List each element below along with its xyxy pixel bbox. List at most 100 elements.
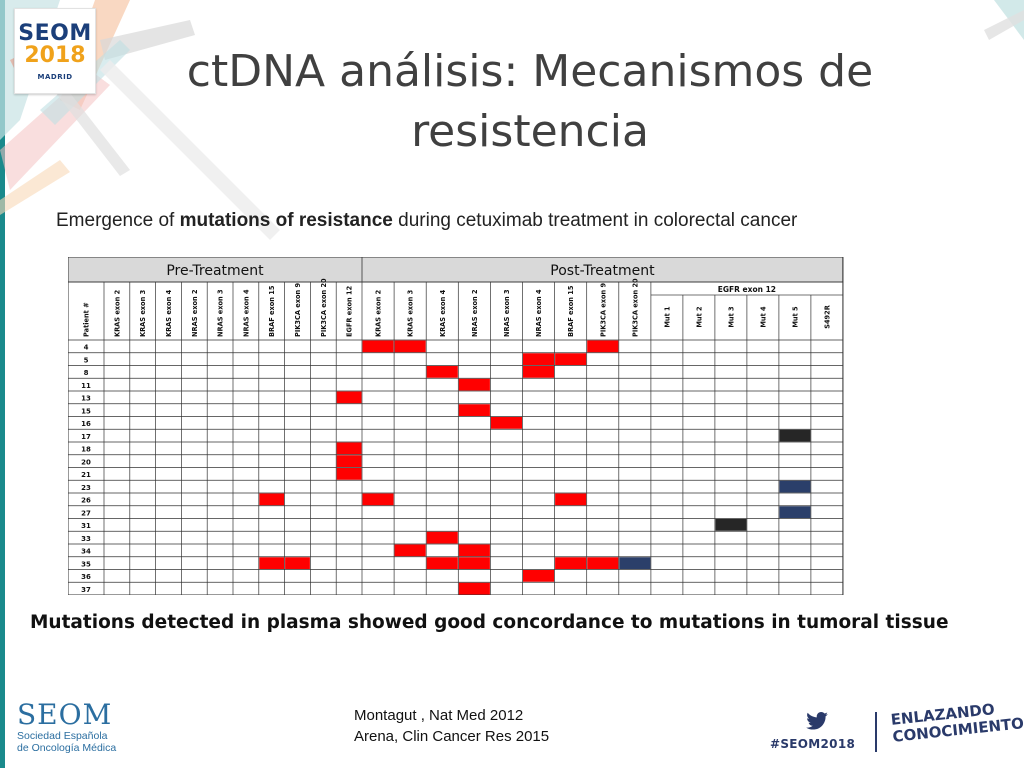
logo-seom-text: SEOM: [18, 21, 92, 46]
mutation-cell: [285, 557, 310, 569]
patient-id: 31: [81, 522, 91, 530]
reference-2: Arena, Clin Cancer Res 2015: [354, 728, 550, 745]
mutation-cell: [458, 404, 490, 416]
logo-city-text: MADRID: [37, 73, 73, 81]
seom-footer-line-1: Sociedad Española: [17, 730, 108, 742]
mutation-table: Pre-Treatment Post-Treatment EGFR exon 12 P…: [68, 257, 844, 595]
logo-year-text: 2018: [24, 43, 86, 68]
mutation-cell: [259, 493, 285, 506]
patient-id: 37: [81, 586, 91, 594]
mutation-cell: [587, 557, 619, 569]
patient-id: 11: [81, 382, 91, 390]
mutation-cell: [523, 570, 555, 582]
seom-2018-logo: SEOM 2018 MADRID: [14, 8, 96, 94]
mutation-cell: [715, 519, 747, 531]
column-header: KRAS exon 4: [439, 289, 447, 337]
column-header: BRAF exon 15: [268, 285, 276, 337]
mutation-cell: [394, 544, 426, 557]
subtitle-suffix: during cetuximab treatment in colorectal…: [392, 210, 798, 231]
mutation-cell: [619, 557, 651, 569]
mutation-cell: [458, 557, 490, 569]
column-header: Patient #: [83, 302, 91, 337]
column-header: NRAS exon 2: [471, 289, 479, 337]
column-header: KRAS exon 4: [165, 289, 173, 337]
patient-id: 13: [81, 395, 91, 403]
mutation-cell: [458, 544, 490, 557]
column-header: Mut 2: [695, 306, 703, 328]
mutation-cell: [555, 353, 587, 365]
conclusion-text: Mutations detected in plasma showed good…: [30, 612, 949, 633]
column-header: Mut 1: [663, 306, 671, 328]
mutation-cell: [587, 340, 619, 353]
mutation-cell: [523, 353, 555, 365]
mutation-table-svg: Pre-Treatment Post-Treatment EGFR exon 12 P…: [68, 257, 844, 595]
mutation-cell: [779, 429, 811, 442]
mutation-cell: [259, 557, 285, 569]
reference-1: Montagut , Nat Med 2012: [354, 707, 524, 724]
column-header: NRAS exon 2: [191, 289, 199, 337]
patient-id: 34: [81, 548, 91, 556]
seom-footer-logo: SEOM Sociedad Española de Oncología Médi…: [17, 698, 116, 755]
column-header: Mut 3: [727, 306, 735, 328]
patient-id: 33: [81, 535, 91, 543]
patient-id: 27: [81, 509, 91, 517]
mutation-cell: [523, 366, 555, 378]
mutation-cell: [458, 582, 490, 595]
patient-id: 5: [84, 356, 89, 364]
patient-id: 15: [81, 407, 91, 415]
mutation-cell: [336, 442, 362, 455]
mutation-cell: [458, 378, 490, 391]
mutation-cell: [426, 366, 458, 378]
hashtag-text: #SEOM2018: [770, 737, 856, 751]
footer-divider: [875, 712, 877, 752]
patient-id: 18: [81, 446, 91, 454]
patient-id: 17: [81, 433, 91, 441]
mutation-cell: [779, 506, 811, 518]
column-header: PIK3CA exon 20: [320, 278, 328, 337]
mutation-cell: [336, 391, 362, 404]
table-group-header-band: [68, 257, 844, 283]
slide-title: ctDNA análisis: Mecanismos de resistenci…: [100, 42, 960, 162]
pre-treatment-header: Pre-Treatment: [166, 263, 264, 279]
slide-title-line-1: ctDNA análisis: Mecanismos de: [186, 46, 874, 97]
slide-title-line-2: resistencia: [411, 106, 649, 157]
mutation-cell: [779, 480, 811, 493]
patient-id: 26: [81, 497, 91, 505]
egfr-exon12-group-header: EGFR exon 12: [718, 285, 776, 294]
column-header: S492R: [823, 305, 831, 329]
column-header: Mut 5: [791, 306, 799, 328]
subtitle-prefix: Emergence of: [56, 210, 180, 231]
patient-id: 36: [81, 573, 91, 581]
column-header: BRAF exon 15: [567, 285, 575, 337]
table-border: [68, 257, 844, 595]
column-header: NRAS exon 3: [503, 289, 511, 337]
column-header: NRAS exon 3: [217, 289, 225, 337]
mutation-cell: [555, 557, 587, 569]
patient-id: 4: [84, 344, 89, 352]
column-header: EGFR exon 12: [346, 285, 354, 337]
left-accent-bar: [0, 0, 5, 768]
column-header: PIK3CA exon 20: [631, 278, 639, 337]
mutation-cell: [394, 340, 426, 353]
seom-footer-wordmark: SEOM: [17, 698, 113, 731]
patient-id: 23: [81, 484, 91, 492]
twitter-bird-icon: [806, 712, 828, 730]
patient-id: 21: [81, 471, 91, 479]
mutation-cell: [426, 557, 458, 569]
column-header: Mut 4: [759, 306, 767, 328]
references: Montagut , Nat Med 2012 Arena, Clin Canc…: [354, 705, 549, 747]
patient-id: 16: [81, 420, 91, 428]
mutation-cell: [336, 455, 362, 467]
mutation-cell: [362, 340, 394, 353]
mutation-cell: [555, 493, 587, 506]
decorative-corner-shapes: [984, 0, 1024, 40]
subtitle-bold: mutations of resistance: [179, 210, 393, 231]
column-header: KRAS exon 3: [139, 289, 147, 337]
column-header: KRAS exon 2: [375, 289, 383, 337]
enlazando-conocimiento-logo: ENLAZANDO CONOCIMIENTO: [890, 698, 1024, 746]
post-treatment-header: Post-Treatment: [550, 263, 655, 279]
column-header: NRAS exon 4: [535, 289, 543, 337]
mutation-cell: [362, 493, 394, 506]
patient-id: 8: [84, 369, 89, 377]
mutation-cell: [336, 468, 362, 480]
